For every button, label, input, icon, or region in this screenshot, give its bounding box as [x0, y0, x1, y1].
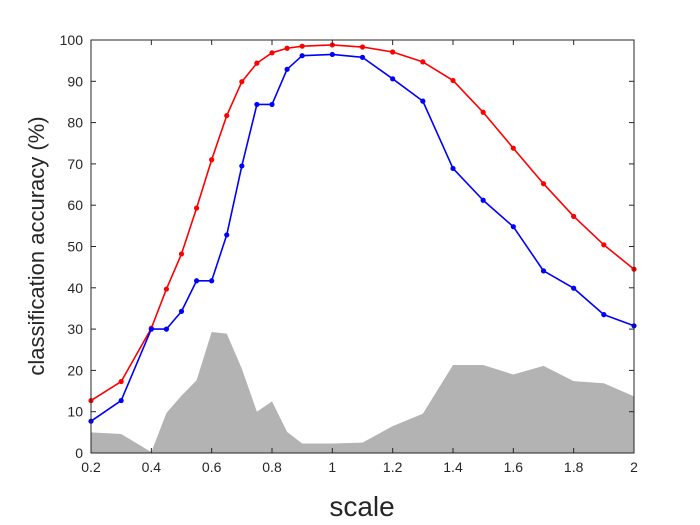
data-point-series-1 — [148, 326, 154, 332]
line-series-0 — [90, 44, 635, 402]
x-tick-label: 2 — [630, 459, 638, 475]
data-point-series-0 — [450, 77, 456, 84]
data-point-series-1 — [359, 54, 366, 60]
x-axis-label: scale — [329, 491, 394, 522]
data-point-series-0 — [118, 378, 124, 385]
data-point-series-1 — [390, 76, 396, 82]
data-point-series-0 — [239, 79, 245, 85]
data-point-series-0 — [178, 251, 185, 257]
data-point-series-0 — [359, 44, 366, 50]
data-point-series-1 — [193, 278, 200, 284]
data-point-series-1 — [269, 101, 275, 108]
area-layer — [91, 331, 634, 453]
x-tick-label: 0.4 — [142, 459, 162, 475]
data-point-series-1 — [329, 51, 335, 58]
data-point-series-0 — [299, 43, 305, 49]
x-tick-label: 1 — [328, 459, 336, 475]
data-point-series-0 — [601, 242, 607, 248]
data-point-series-0 — [510, 145, 516, 151]
y-tick-label: 60 — [67, 197, 83, 213]
x-tick-label: 0.8 — [262, 459, 282, 475]
x-tick-label: 1.8 — [564, 459, 584, 475]
y-tick-label: 10 — [67, 404, 83, 420]
data-point-series-0 — [193, 205, 200, 211]
area-series-2 — [91, 331, 634, 453]
axis-layer: 0.2 0.4 0.6 0.8 1 1.2 1.4 1.6 1.8 201020304050607… — [60, 32, 638, 475]
y-tick-label: 30 — [67, 321, 83, 337]
data-point-series-0 — [284, 45, 290, 51]
data-point-series-0 — [254, 60, 260, 66]
y-tick-label: 80 — [67, 115, 83, 131]
data-point-series-1 — [178, 308, 185, 314]
y-axis-label: classification accuracy (%) — [24, 116, 49, 375]
y-tick-label: 100 — [60, 32, 84, 48]
data-point-series-0 — [209, 157, 215, 163]
x-tick-label: 1.4 — [443, 459, 463, 475]
data-point-series-1 — [224, 232, 230, 238]
data-point-series-1 — [239, 163, 245, 169]
x-tick-label: 1.2 — [383, 459, 403, 475]
x-tick-label: 0.2 — [81, 459, 101, 475]
data-point-series-0 — [390, 49, 396, 55]
y-tick-label: 20 — [67, 362, 83, 378]
data-point-series-1 — [118, 397, 124, 404]
data-point-series-1 — [299, 53, 305, 59]
y-tick-label: 70 — [67, 156, 83, 172]
data-point-series-1 — [163, 326, 170, 332]
data-point-series-1 — [601, 312, 607, 318]
data-point-series-1 — [254, 101, 260, 108]
data-point-series-1 — [284, 66, 290, 72]
y-tick-label: 40 — [67, 280, 83, 296]
data-point-series-1 — [420, 98, 426, 104]
data-point-series-1 — [571, 285, 577, 291]
data-point-series-0 — [224, 112, 230, 119]
data-point-series-0 — [540, 181, 547, 187]
data-point-series-0 — [163, 286, 170, 292]
y-tick-label: 50 — [67, 239, 83, 255]
data-point-series-0 — [480, 109, 486, 115]
y-tick-label: 90 — [67, 73, 83, 89]
data-point-series-1 — [450, 165, 456, 172]
line-series-1 — [90, 53, 635, 422]
line-layer — [88, 42, 637, 424]
data-point-series-1 — [209, 278, 215, 284]
x-tick-label: 1.6 — [504, 459, 524, 475]
data-point-series-1 — [480, 197, 486, 203]
data-point-series-0 — [420, 59, 426, 65]
y-tick-label: 0 — [75, 445, 83, 461]
x-tick-label: 0.6 — [202, 459, 222, 475]
data-point-series-0 — [571, 213, 577, 219]
data-point-series-0 — [269, 50, 275, 56]
data-point-series-1 — [510, 224, 516, 230]
data-point-series-1 — [540, 268, 547, 274]
